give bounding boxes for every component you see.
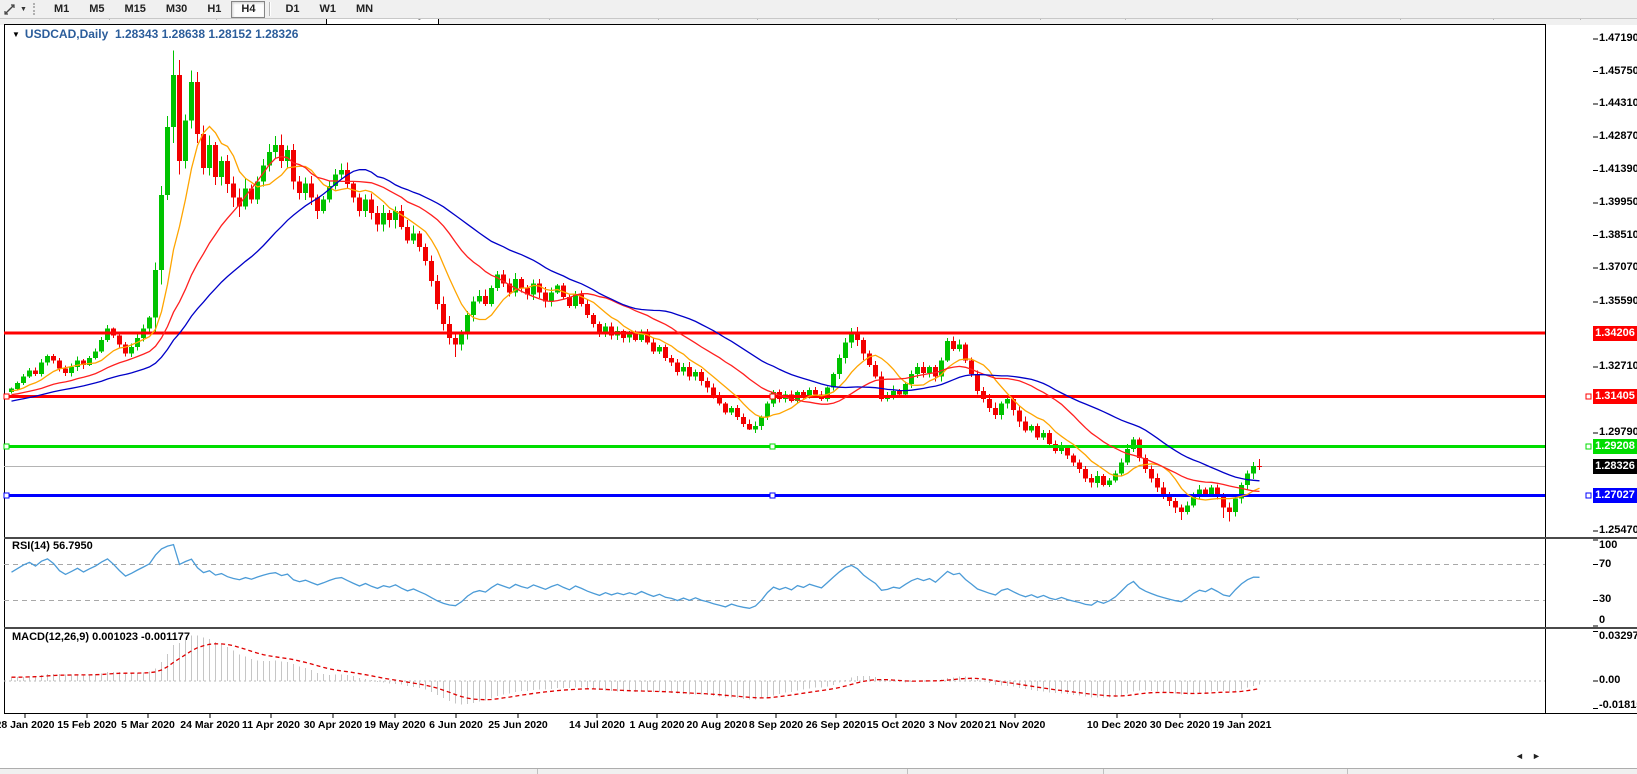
macd-signal-line [11, 643, 1260, 701]
ma-fast-line [11, 125, 1260, 501]
chevron-down-icon[interactable]: ▼ [20, 5, 27, 13]
timeframe-button-m30[interactable]: M30 [165, 2, 188, 15]
rsi-line [11, 543, 1260, 609]
chart-title-text: USDCAD,Daily 1.28343 1.28638 1.28152 1.2… [24, 27, 299, 41]
axis-ticks-layer [24, 38, 1598, 718]
hline-handle[interactable] [3, 492, 10, 499]
macd-pane-separator[interactable] [4, 627, 1637, 629]
horizontal-lines-layer[interactable] [3, 331, 1592, 499]
hline-handle[interactable] [1585, 443, 1592, 450]
timeframe-button-m1[interactable]: M1 [53, 2, 70, 15]
crosshair-pointer-icon[interactable] [0, 1, 20, 17]
chart-left-border [4, 24, 5, 714]
chart-bottom-border [4, 713, 1637, 714]
status-separator [1103, 769, 1104, 774]
rsi-indicator-label: RSI(14) 56.7950 [12, 540, 93, 552]
hline-handle[interactable] [1585, 492, 1592, 499]
timeframe-button-w1[interactable]: W1 [319, 2, 337, 15]
chart-top-border [4, 24, 1545, 25]
status-strip [0, 768, 1637, 774]
hline-handle[interactable] [769, 393, 776, 400]
collapse-triangle-icon[interactable]: ▼ [12, 30, 20, 39]
chart-title: ▼ USDCAD,Daily 1.28343 1.28638 1.28152 1.… [12, 27, 298, 41]
timeframe-button-h4[interactable]: H4 [231, 0, 266, 18]
timeframe-button-h1[interactable]: H1 [207, 2, 222, 15]
chart-axis-border [1545, 24, 1546, 714]
rsi-pane-separator[interactable] [4, 537, 1637, 539]
ma-mid-line [11, 155, 1260, 493]
moving-averages-layer [11, 125, 1260, 501]
timeframe-button-mn[interactable]: MN [356, 2, 374, 15]
ma-slow-line [11, 168, 1260, 482]
status-separator [1347, 769, 1348, 774]
timeframe-button-d1[interactable]: D1 [285, 2, 300, 15]
timeframe-toolbar: ▼ M1 M5 M15 M30 H1 H4 D1 W1 MN [0, 0, 1637, 19]
hline-handle[interactable] [769, 443, 776, 450]
hline-handle[interactable] [769, 492, 776, 499]
indicator-layer [4, 543, 1545, 705]
toolbar-grip [32, 3, 38, 15]
status-separator [907, 769, 908, 774]
hline-handle[interactable] [1585, 393, 1592, 400]
hline-handle[interactable] [3, 393, 10, 400]
toolbar-separator [269, 2, 272, 16]
macd-indicator-label: MACD(12,26,9) 0.001023 -0.001177 [12, 631, 190, 643]
timeframe-button-m5[interactable]: M5 [89, 2, 105, 15]
timeframe-button-m15[interactable]: M15 [124, 2, 146, 15]
candles-layer [9, 50, 1262, 522]
tab-scroll-right-icon[interactable]: ► [1532, 751, 1541, 761]
tab-scroll-left-icon[interactable]: ◄ [1515, 751, 1524, 761]
status-separator [537, 769, 538, 774]
hline-handle[interactable] [3, 443, 10, 450]
